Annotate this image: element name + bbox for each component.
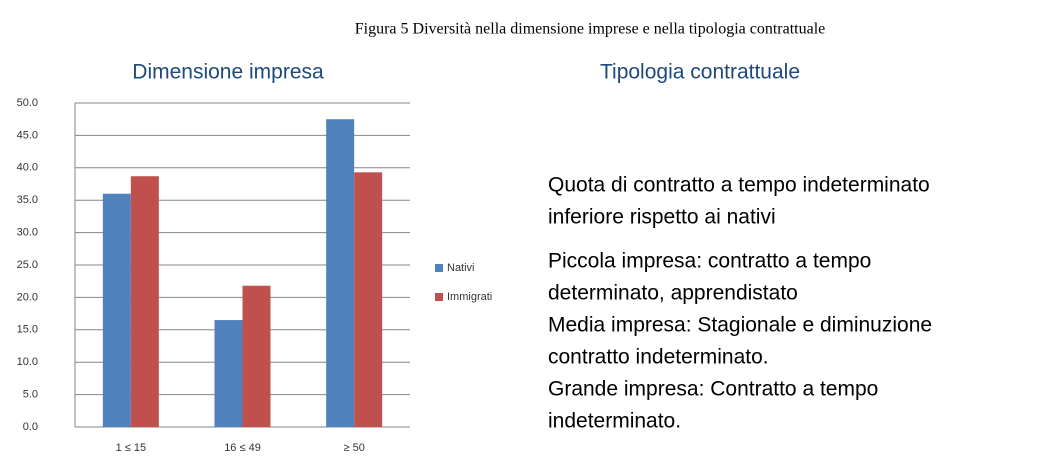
x-tick-label: 16 ≤ 49 [224,442,261,454]
y-tick-label: 10.0 [17,356,38,368]
y-tick-label: 25.0 [17,259,38,271]
y-tick-label: 20.0 [17,291,38,303]
x-tick-label: 1 ≤ 15 [116,442,147,454]
body-line: contratto indeterminato. [548,346,769,369]
x-tick-label: ≥ 50 [343,442,364,454]
y-tick-label: 35.0 [17,194,38,206]
y-tick-label: 30.0 [17,227,38,239]
bar [354,172,383,427]
bar [130,176,159,427]
y-tick-label: 0.0 [23,421,38,433]
bar [326,119,355,427]
body-line: Piccola impresa: contratto a tempo [548,250,871,273]
chart-title: Dimensione impresa [132,61,324,84]
panel-title: Tipologia contrattuale [600,61,800,84]
body-line: Media impresa: Stagionale e diminuzione [548,314,932,337]
legend-label: Immigrati [447,291,492,303]
bar [214,320,243,427]
bar [242,285,271,427]
y-tick-label: 15.0 [17,324,38,336]
y-tick-label: 5.0 [23,389,38,401]
body-line: Quota di contratto a tempo indeterminato [548,174,930,197]
figure-caption: Figura 5 Diversità nella dimensione impr… [355,21,826,38]
bar [102,193,131,427]
body-line: Grande impresa: Contratto a tempo [548,378,878,401]
legend-swatch [435,264,443,272]
y-tick-label: 50.0 [17,97,38,109]
body-line: inferiore rispetto ai nativi [548,206,776,229]
y-tick-label: 40.0 [17,162,38,174]
legend-swatch [435,293,443,301]
body-line: indeterminato. [548,410,681,433]
legend-label: Nativi [447,262,475,274]
body-line: determinato, apprendistato [548,282,798,305]
y-tick-label: 45.0 [17,129,38,141]
